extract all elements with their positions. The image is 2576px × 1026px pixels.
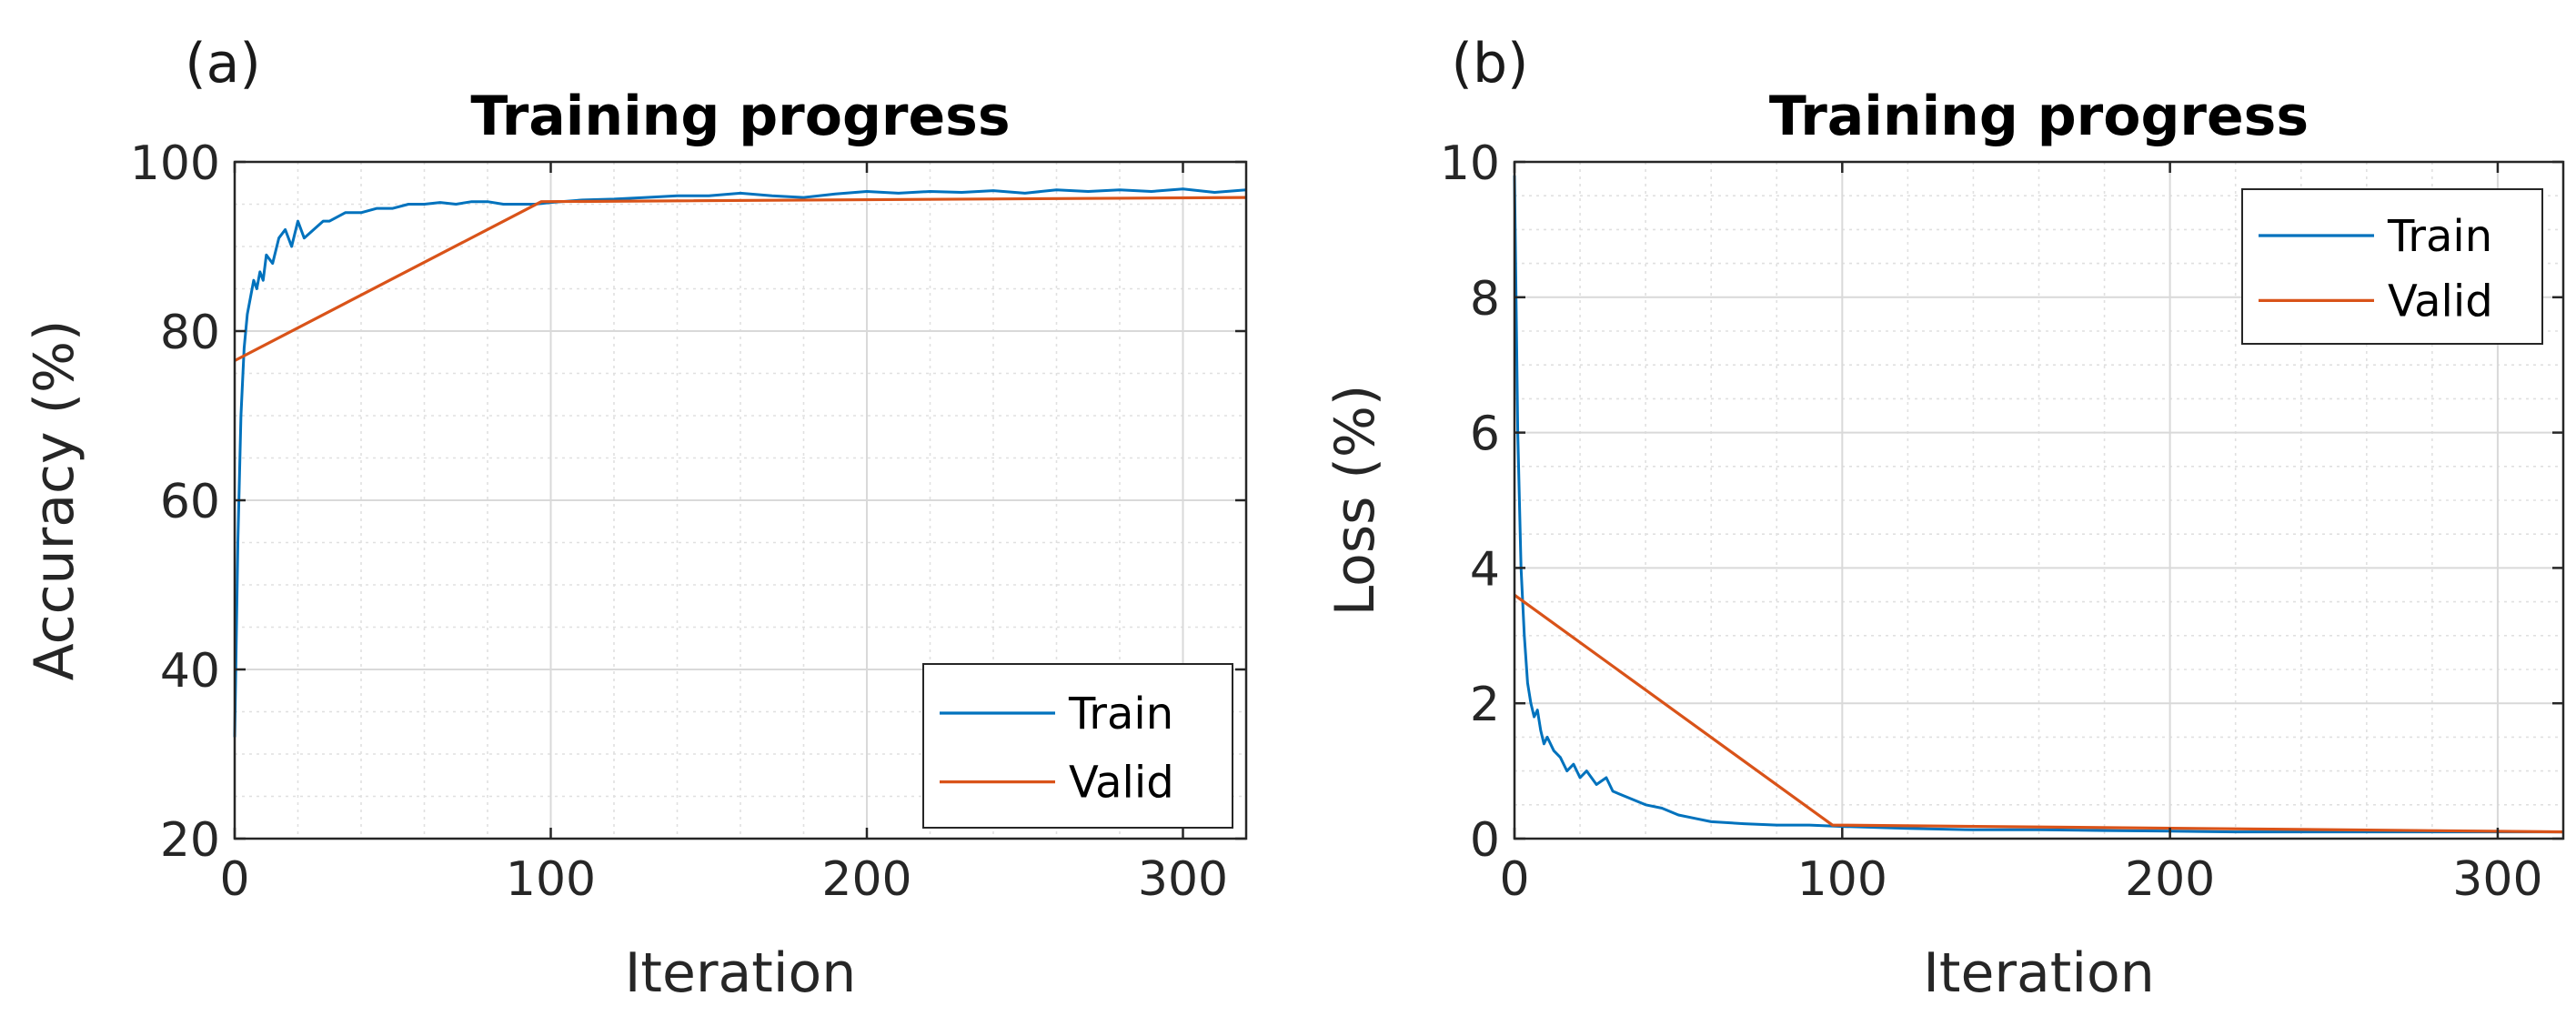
series-line-valid [1514,593,2564,834]
series-line-valid [234,196,1247,362]
chart-panel-0: 0 100 200 300 20 40 60 80 100 Iteration Accuracy (… [23,32,1248,1005]
legend-box [922,663,1233,829]
y-tick-label: 20 [160,813,220,868]
x-axis-label: Iteration [1923,941,2155,1005]
y-tick-label: 8 [1470,272,1500,327]
x-tick-label: 0 [219,852,249,907]
y-tick-label: 60 [160,475,220,529]
legend-box [2241,188,2543,345]
legend-label-valid: Valid [1069,758,1174,809]
y-axis-label: Accuracy (%) [23,320,86,681]
y-tick-label: 6 [1470,407,1500,462]
legend-label-valid: Valid [2388,276,2493,327]
y-tick-label: 0 [1470,813,1500,868]
chart-title: Training progress [1769,85,2309,148]
x-tick-label: 0 [1499,852,1529,907]
x-tick-label: 300 [2452,852,2542,907]
y-tick-label: 2 [1470,678,1500,732]
panel-label: (a) [185,32,261,96]
y-tick-label: 4 [1470,542,1500,597]
y-tick-label: 100 [130,136,220,191]
x-tick-label: 200 [821,852,911,907]
chart-title: Training progress [470,85,1010,148]
y-tick-label: 40 [160,644,220,699]
y-axis-label: Loss (%) [1323,385,1387,617]
x-tick-label: 200 [2125,852,2215,907]
y-tick-label: 80 [160,306,220,360]
series-line-train [233,187,1247,738]
legend-label-train: Train [1068,689,1173,739]
legend-label-train: Train [2387,211,2492,262]
series-line-train [1513,175,2563,834]
x-tick-label: 100 [1797,852,1887,907]
chart-panel-1: 0 100 200 300 0 2 4 6 8 10 Iteration Loss (%) Traini… [1323,32,2565,1005]
x-axis-label: Iteration [625,941,857,1005]
y-tick-label: 10 [1440,136,1500,191]
x-tick-label: 300 [1138,852,1228,907]
panel-label: (b) [1452,32,1529,96]
x-tick-label: 100 [506,852,596,907]
plot-frame [1513,160,2565,840]
